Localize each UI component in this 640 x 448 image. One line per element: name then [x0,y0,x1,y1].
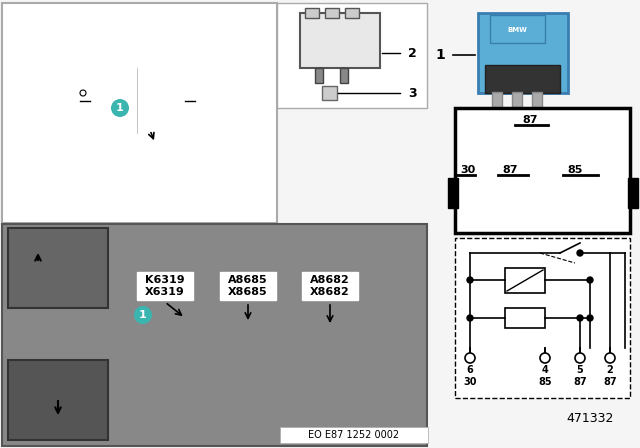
Bar [322,86,337,100]
Bar [280,427,428,443]
Bar [490,15,545,43]
Text: 1: 1 [116,103,124,113]
Text: 85: 85 [567,165,582,175]
Text: K6319
X6319: K6319 X6319 [145,275,185,297]
Bar [345,8,359,18]
Bar [325,8,339,18]
Text: 30: 30 [460,165,476,175]
Bar [340,68,348,83]
Bar [137,272,193,300]
Text: 85: 85 [538,377,552,387]
Text: 4: 4 [541,365,548,375]
Circle shape [467,277,473,283]
Circle shape [577,315,583,321]
Bar [2,3,277,223]
Text: A8682
X8682: A8682 X8682 [310,275,350,297]
Bar [315,68,323,83]
Bar [492,92,502,108]
Polygon shape [97,55,178,68]
Text: 87: 87 [502,165,518,175]
Circle shape [80,90,86,96]
Bar [628,178,638,208]
Text: 471332: 471332 [566,412,614,425]
Bar [478,13,568,93]
Bar [512,92,522,108]
Text: 1: 1 [435,48,445,62]
Polygon shape [80,53,195,148]
Bar [455,108,630,233]
Circle shape [467,315,473,321]
Bar [220,272,276,300]
Text: 1: 1 [139,310,147,320]
Text: EO E87 1252 0002: EO E87 1252 0002 [308,430,399,440]
Text: 5: 5 [577,365,584,375]
Text: 30: 30 [463,377,477,387]
Bar [448,178,458,208]
Bar [277,3,427,108]
Circle shape [575,353,585,363]
Polygon shape [95,133,180,148]
Text: 6: 6 [467,365,474,375]
Text: 2: 2 [408,47,417,60]
Text: 87: 87 [573,377,587,387]
Bar [505,308,545,328]
Circle shape [577,250,583,256]
Bar [300,13,380,68]
Circle shape [134,306,152,324]
Text: 87: 87 [522,115,538,125]
Text: 3: 3 [408,86,417,99]
Circle shape [605,353,615,363]
Bar [455,238,630,398]
Ellipse shape [104,82,170,120]
Bar [8,228,108,308]
Bar [8,360,108,440]
Text: BMW: BMW [507,27,527,33]
Circle shape [587,277,593,283]
Text: 87: 87 [603,377,617,387]
Circle shape [540,353,550,363]
Bar [485,65,560,93]
Circle shape [465,353,475,363]
Bar [302,272,358,300]
Bar [505,268,545,293]
Text: A8685
X8685: A8685 X8685 [228,275,268,297]
Circle shape [587,315,593,321]
Bar [305,8,319,18]
Circle shape [111,99,129,117]
Bar [2,224,427,446]
Text: 2: 2 [607,365,613,375]
Bar [532,92,542,108]
